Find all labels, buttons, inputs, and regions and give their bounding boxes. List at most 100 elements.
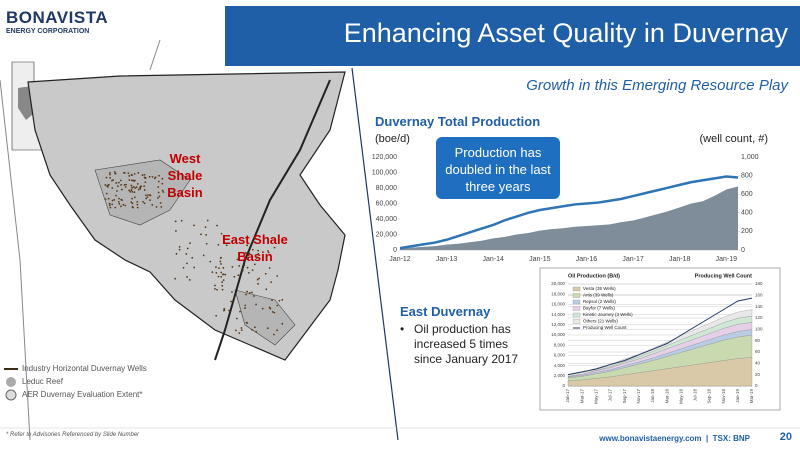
well-dot (281, 298, 284, 301)
well-dot (276, 275, 279, 277)
tick-label: 18,000 (551, 291, 565, 296)
chart-title: Oil Production (B/d) (568, 273, 620, 279)
chart-title: Duvernay Total Production (375, 114, 541, 129)
well-dot (120, 198, 123, 201)
x-tick-label: May-18 (678, 389, 683, 405)
well-dot (244, 304, 247, 307)
x-tick-label: Jul-17 (608, 389, 613, 402)
well-dot (111, 203, 114, 206)
legend-label: Vesta (35 Wells) (583, 286, 616, 291)
well-dot (231, 266, 234, 268)
well-dot (180, 219, 183, 222)
well-dot (175, 252, 178, 255)
tick-label: 60 (755, 349, 761, 354)
well-dot (186, 247, 189, 250)
x-tick-label: Jan-18 (650, 389, 655, 403)
x-tick-label: Jan-12 (389, 256, 411, 263)
well-dot (123, 183, 126, 186)
tick-label: 800 (741, 172, 753, 179)
well-dot (246, 290, 249, 293)
well-dot (223, 307, 226, 310)
well-dot (246, 266, 249, 269)
well-dot (131, 191, 134, 193)
well-dot (130, 201, 133, 204)
well-dot (161, 182, 164, 185)
well-dot (144, 181, 147, 184)
well-dot (253, 263, 256, 266)
well-dot (186, 276, 188, 278)
well-dot (206, 219, 209, 222)
well-dot (189, 242, 191, 245)
well-dot (224, 273, 227, 276)
well-dot (233, 296, 236, 299)
well-dot (107, 197, 110, 200)
well-dot (185, 253, 188, 255)
well-dot (223, 309, 226, 312)
well-dot (182, 266, 185, 269)
legend-swatch (572, 306, 581, 311)
well-dot (117, 200, 120, 203)
well-dot (155, 205, 158, 208)
well-dot (149, 199, 151, 202)
well-dot (137, 188, 140, 191)
well-dot (256, 278, 259, 281)
well-dot (255, 257, 258, 259)
well-dot (117, 181, 120, 184)
tick-label: 120 (755, 315, 763, 320)
well-dot (146, 196, 149, 199)
reef (94, 159, 191, 226)
well-dot (113, 198, 116, 201)
x-tick-label: Nov-17 (636, 389, 641, 404)
well-dot (161, 177, 164, 180)
well-dot (237, 274, 240, 277)
well-dot (125, 183, 128, 186)
x-tick-label: Mar-17 (579, 389, 584, 404)
well-dot (108, 202, 111, 205)
well-dot (222, 279, 225, 282)
well-dot (132, 206, 134, 209)
well-dot (251, 328, 253, 331)
tick-label: 10,000 (551, 332, 565, 337)
well-dot (186, 262, 188, 265)
well-dot (136, 182, 139, 185)
x-tick-label: Jan-16 (576, 256, 598, 263)
well-dot (143, 173, 146, 176)
well-dot (174, 277, 177, 280)
x-tick-label: Jan-17 (565, 389, 570, 403)
footer-site: www.bonavistaenergy.com | TSX: BNP (599, 434, 750, 443)
well-dot (202, 254, 205, 257)
well-dot (157, 197, 159, 199)
well-dot (255, 303, 257, 306)
well-dot (148, 175, 151, 178)
well-dot (128, 189, 131, 192)
well-dot (124, 186, 127, 188)
x-tick-label: Jan-19 (716, 256, 738, 263)
well-dot (112, 179, 115, 181)
area (567, 309, 753, 377)
tick-label: 8,000 (554, 342, 566, 347)
well-dot (216, 224, 218, 227)
well-dot (115, 194, 117, 197)
well-dot (133, 191, 136, 194)
well-dot (253, 295, 255, 297)
well-dot (157, 186, 160, 188)
legend-swatch (572, 299, 581, 305)
well-dot (142, 200, 145, 203)
well-dot (174, 220, 177, 223)
well-dot (266, 327, 269, 330)
well-dot (270, 281, 273, 283)
well-dot (175, 230, 177, 232)
well-dot (247, 271, 250, 274)
well-dot (251, 291, 253, 294)
well-dot (193, 224, 195, 227)
legend-label: Artis (39 Wells) (583, 293, 614, 298)
boundary (0, 79, 31, 441)
well-dot (219, 260, 222, 263)
well-dot (267, 251, 270, 254)
bullet-marker: • (400, 322, 405, 336)
well-dot (193, 266, 196, 269)
well-dot (158, 174, 160, 177)
well-dot (221, 281, 224, 284)
well-dot (151, 176, 154, 178)
well-dot (257, 282, 259, 285)
